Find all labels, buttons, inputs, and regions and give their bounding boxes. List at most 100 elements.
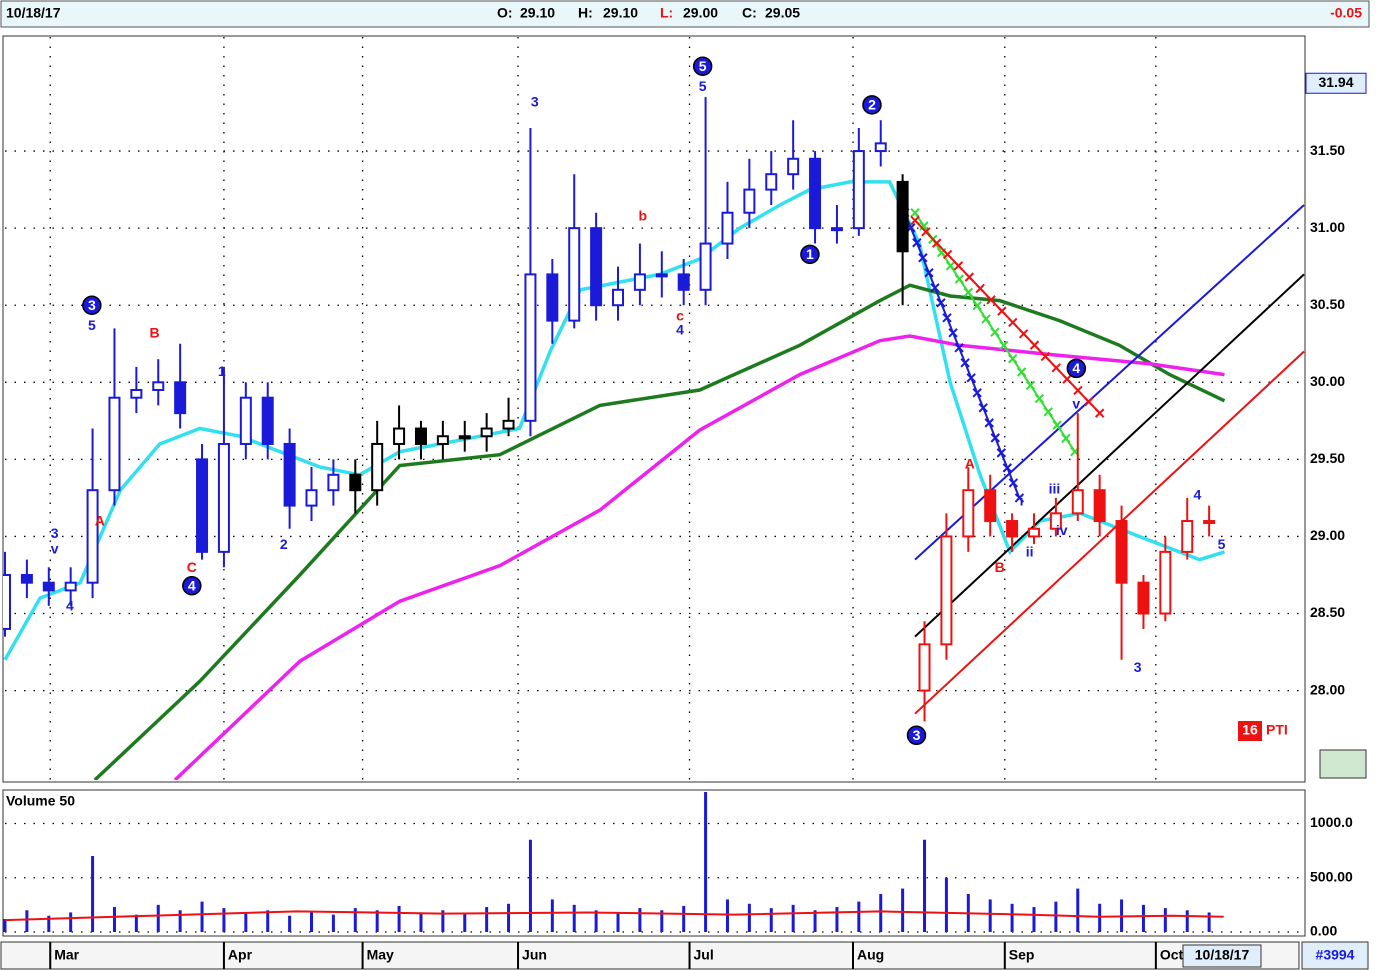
- footer-date-box: [1182, 944, 1262, 968]
- volume-bar: [353, 908, 357, 932]
- candle-body: [217, 442, 230, 553]
- trend-marker: [936, 298, 946, 308]
- x-tick-label: Jun: [522, 947, 547, 963]
- trend-marker: [997, 306, 1007, 316]
- volume-bar: [988, 899, 992, 932]
- trend-marker: [910, 215, 920, 226]
- trend-marker: [945, 261, 956, 271]
- volume-bar: [69, 912, 73, 932]
- volume-bar: [178, 910, 182, 932]
- volume-bar: [463, 913, 467, 932]
- volume-bar: [835, 907, 839, 932]
- volume-bar: [528, 839, 532, 932]
- volume-bar: [266, 910, 270, 932]
- volume-bar: [660, 910, 664, 932]
- wave-label: b: [639, 208, 648, 224]
- y-tick-label: 31.50: [1310, 142, 1345, 158]
- wave-label: 4: [66, 598, 74, 614]
- candle-body: [327, 473, 340, 492]
- candle-body: [852, 150, 865, 230]
- volume-bar: [923, 839, 927, 932]
- trend-marker: [932, 238, 942, 248]
- trend-marker: [1052, 420, 1062, 430]
- candle-body: [1115, 520, 1128, 584]
- trend-marker: [954, 343, 964, 353]
- id-text: #3994: [1316, 947, 1355, 963]
- low-label: L:: [660, 5, 673, 21]
- volume-bar: [47, 915, 51, 932]
- candle-body: [633, 273, 646, 291]
- candle-body: [3, 573, 11, 630]
- wave-label: 4: [1194, 487, 1202, 503]
- x-tick-label: May: [367, 947, 394, 963]
- trend-line: [914, 204, 1305, 561]
- candle-body: [896, 180, 909, 253]
- candle-body: [984, 489, 997, 523]
- volume-average: [4, 910, 1224, 922]
- wave-label: 4: [188, 577, 196, 593]
- trend-marker: [963, 287, 974, 298]
- wave-label: i: [1020, 493, 1024, 509]
- trend-marker: [924, 268, 934, 278]
- candle-body: [524, 273, 537, 422]
- moving-average: [93, 283, 1226, 780]
- wave-label: 3: [51, 525, 59, 541]
- y-tick-label: 30.50: [1310, 296, 1345, 312]
- close-value: 29.05: [765, 5, 800, 21]
- trend-marker: [1029, 340, 1040, 350]
- trend-marker: [981, 314, 991, 324]
- wave-label: 5: [1218, 536, 1226, 552]
- trend-marker: [910, 208, 920, 218]
- volume-bar: [901, 888, 905, 932]
- wave-circle: [906, 725, 927, 746]
- wave-label: 5: [88, 317, 96, 333]
- low-value: 29.00: [683, 5, 718, 21]
- y-tick-label: 500.00: [1310, 868, 1353, 884]
- wave-label: v: [1072, 396, 1080, 412]
- candle-body: [590, 227, 603, 307]
- trend-marker: [1008, 317, 1018, 328]
- high-value: 29.10: [603, 5, 638, 21]
- trend-marker: [978, 403, 988, 413]
- volume-bar: [375, 910, 379, 932]
- candle-body: [699, 242, 712, 291]
- trend-marker: [1062, 374, 1072, 384]
- y-tick-label: 29.50: [1310, 450, 1345, 466]
- candle-body: [349, 473, 362, 492]
- volume-bar: [747, 903, 751, 932]
- candle-body: [1159, 550, 1172, 615]
- candle-body: [787, 157, 800, 176]
- candle-body: [174, 381, 187, 415]
- candle-body: [261, 396, 274, 445]
- wave-label: 1: [806, 246, 814, 262]
- trend-marker: [948, 328, 958, 338]
- trend-marker: [942, 313, 952, 323]
- wave-label: 4: [1072, 360, 1080, 376]
- id-box: [1301, 941, 1369, 970]
- last-price-label: 31.94: [1318, 74, 1353, 90]
- volume-bar: [879, 894, 883, 932]
- candle-body: [283, 442, 296, 507]
- volume-bar: [944, 877, 948, 932]
- moving-average: [173, 334, 1225, 780]
- candle-body: [502, 419, 515, 430]
- x-tick-label: Oct: [1160, 947, 1184, 963]
- candle-body: [108, 396, 121, 492]
- toolbar-icon[interactable]: [1319, 749, 1367, 779]
- trend-marker: [984, 418, 994, 428]
- trend-marker: [990, 433, 1000, 443]
- trend-marker: [964, 272, 975, 282]
- candle-body: [1071, 489, 1084, 515]
- trend-line: [903, 212, 1021, 499]
- badge-text: PTI: [1266, 722, 1288, 738]
- volume-panel: [2, 789, 1306, 937]
- volume-bar: [682, 905, 686, 932]
- x-tick-label: Mar: [54, 947, 79, 963]
- trend-marker: [1016, 367, 1027, 377]
- candle-body: [677, 273, 690, 291]
- wave-label: B: [995, 559, 1005, 575]
- header-bar: [0, 0, 1370, 28]
- trend-marker: [1002, 463, 1013, 473]
- candle-body: [196, 458, 209, 553]
